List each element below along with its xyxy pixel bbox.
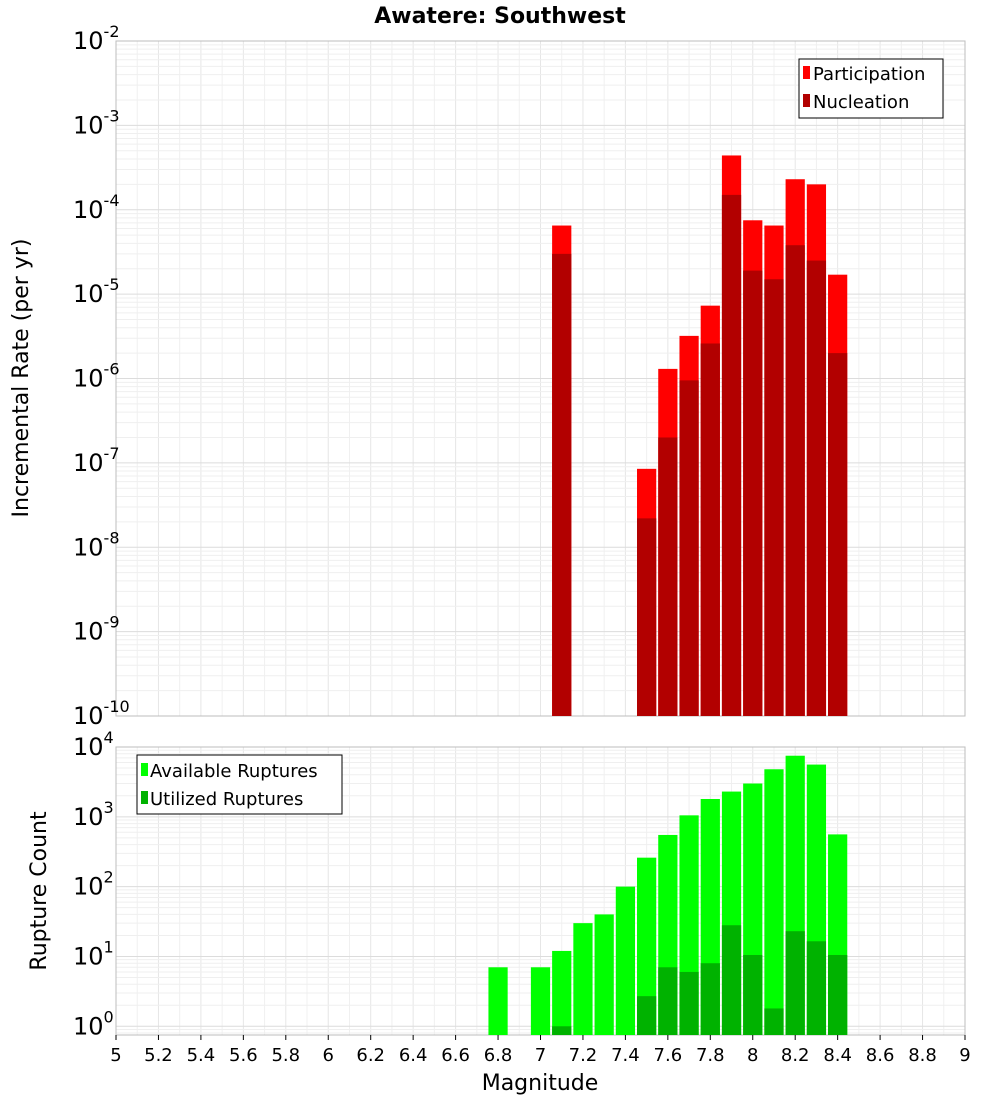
x-tick-label: 7.2 — [569, 1045, 598, 1066]
y-tick-label: 10-2 — [73, 22, 120, 55]
nucleation-legend-swatch — [803, 94, 810, 107]
x-tick-label: 5.4 — [187, 1045, 216, 1066]
nucleation-bar — [552, 253, 572, 716]
utilized-ruptures-bar — [806, 941, 827, 1035]
utilized-ruptures-legend-swatch — [141, 791, 148, 804]
top-y-axis-label: Incremental Rate (per yr) — [9, 239, 34, 518]
x-tick-label: 8.8 — [908, 1045, 937, 1066]
chart-title: Awatere: Southwest — [374, 4, 626, 29]
nucleation-bar — [721, 194, 742, 716]
nucleation-bar — [658, 437, 678, 716]
nucleation-bar — [637, 518, 657, 716]
y-tick-label: 101 — [73, 937, 114, 970]
x-tick-label: 6.6 — [441, 1045, 470, 1066]
x-tick-label: 5.8 — [271, 1045, 300, 1066]
bottom-legend: Available Ruptures Utilized Ruptures — [136, 754, 343, 815]
y-tick-label: 100 — [73, 1007, 114, 1040]
top-plot-frame — [115, 40, 966, 717]
participation-legend-swatch — [803, 66, 810, 79]
x-axis-label: Magnitude — [482, 1071, 599, 1096]
y-tick-label: 102 — [73, 868, 114, 901]
top-y-axis-ticks: 10-2 10-3 10-4 10-5 10-6 10-7 10-8 10-9 10-10 — [73, 22, 130, 730]
utilized-ruptures-legend-label: Utilized Ruptures — [150, 789, 303, 810]
x-tick-label: 5.2 — [144, 1045, 173, 1066]
bottom-bars — [488, 755, 848, 1035]
y-tick-label: 10-7 — [73, 444, 120, 477]
nucleation-bar — [806, 260, 827, 716]
x-tick-label: 9 — [959, 1045, 970, 1066]
nucleation-legend-label: Nucleation — [813, 92, 909, 113]
nucleation-bar — [785, 245, 805, 717]
nucleation-bar — [764, 279, 784, 716]
y-tick-label: 10-3 — [73, 106, 120, 139]
y-tick-label: 10-8 — [73, 528, 120, 561]
bottom-legend-box — [136, 754, 343, 815]
available-ruptures-bar — [594, 914, 614, 1035]
utilized-ruptures-bar — [700, 963, 720, 1035]
y-tick-label: 10-6 — [73, 360, 120, 393]
bottom-y-axis-label: Rupture Count — [27, 811, 52, 971]
y-tick-label: 10-4 — [73, 191, 120, 224]
x-tick-label: 7 — [535, 1045, 546, 1066]
y-tick-label: 10-10 — [73, 697, 130, 730]
x-tick-label: 6.8 — [484, 1045, 513, 1066]
x-tick-label: 6.2 — [356, 1045, 385, 1066]
participation-legend-label: Participation — [813, 64, 925, 85]
x-tick-label: 8.2 — [781, 1045, 810, 1066]
y-tick-label: 104 — [73, 728, 114, 761]
x-tick-label: 7.4 — [611, 1045, 640, 1066]
x-tick-label: 8.6 — [866, 1045, 895, 1066]
x-tick-label: 8 — [747, 1045, 758, 1066]
nucleation-bar — [743, 270, 763, 716]
bottom-y-axis-ticks: 104 103 102 101 100 — [73, 728, 114, 1040]
x-tick-label: 8.4 — [823, 1045, 852, 1066]
utilized-ruptures-bar — [743, 954, 763, 1035]
y-tick-label: 10-5 — [73, 275, 120, 308]
available-ruptures-bar — [637, 857, 657, 1035]
available-ruptures-legend-swatch — [141, 763, 148, 776]
x-tick-label: 5.6 — [229, 1045, 258, 1066]
utilized-ruptures-bar — [679, 971, 699, 1035]
x-tick-label: 7.6 — [654, 1045, 683, 1066]
top-bars — [552, 155, 848, 717]
y-tick-label: 10-9 — [73, 613, 120, 646]
utilized-ruptures-bar — [658, 967, 678, 1035]
available-ruptures-legend-label: Available Ruptures — [150, 761, 318, 782]
x-tick-label: 7.8 — [696, 1045, 725, 1066]
utilized-ruptures-bar — [637, 996, 657, 1035]
available-ruptures-bar — [615, 886, 636, 1035]
available-ruptures-bar — [573, 923, 593, 1035]
available-ruptures-bar — [552, 950, 572, 1035]
available-ruptures-bar — [488, 967, 508, 1035]
nucleation-bar — [679, 380, 699, 716]
top-grid — [115, 40, 966, 717]
x-tick-label: 5 — [110, 1045, 121, 1066]
x-tick-label: 6 — [323, 1045, 334, 1066]
nucleation-bar — [700, 343, 720, 716]
x-axis-ticks: 5 5.2 5.4 5.6 5.8 6 6.2 6.4 6.6 6.8 7 7.2 7.4 7.6 7.8 8… — [110, 1035, 971, 1066]
utilized-ruptures-bar — [721, 925, 742, 1035]
y-tick-label: 103 — [73, 798, 114, 831]
utilized-ruptures-bar — [764, 1008, 784, 1035]
utilized-ruptures-bar — [828, 954, 848, 1035]
utilized-ruptures-bar — [785, 931, 805, 1035]
x-tick-label: 6.4 — [399, 1045, 428, 1066]
available-ruptures-bar — [530, 967, 551, 1035]
nucleation-bar — [828, 353, 848, 716]
top-legend: Participation Nucleation — [798, 58, 944, 119]
top-legend-box — [798, 58, 944, 119]
utilized-ruptures-bar — [552, 1026, 572, 1035]
available-ruptures-bar — [764, 769, 784, 1035]
